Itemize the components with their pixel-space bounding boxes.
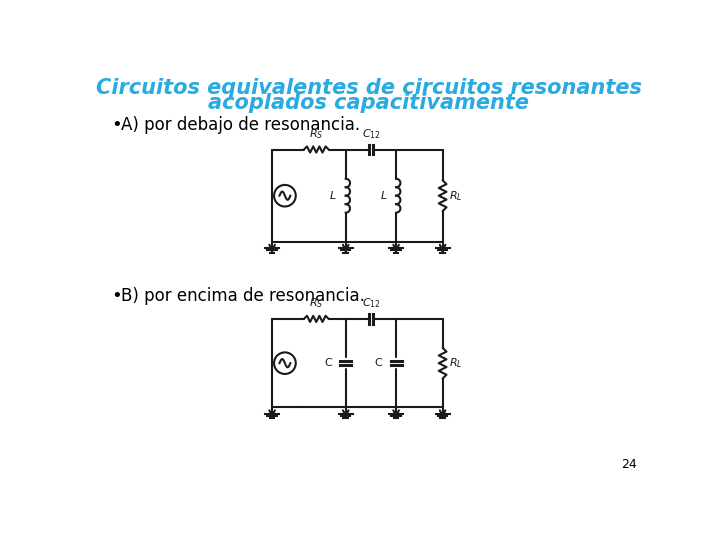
- Text: •: •: [112, 287, 122, 305]
- Text: •: •: [112, 116, 122, 134]
- Text: C: C: [324, 358, 332, 368]
- Text: B) por encima de resonancia.: B) por encima de resonancia.: [121, 287, 365, 305]
- Text: Circuitos equivalentes de circuitos resonantes: Circuitos equivalentes de circuitos reso…: [96, 78, 642, 98]
- Text: $R_S$: $R_S$: [309, 296, 323, 310]
- Text: $R_S$: $R_S$: [309, 127, 323, 141]
- Text: L: L: [330, 191, 336, 201]
- Text: L: L: [381, 191, 387, 201]
- Text: $R_L$: $R_L$: [449, 189, 462, 202]
- Text: 24: 24: [621, 458, 636, 471]
- Text: acoplados capacitivamente: acoplados capacitivamente: [209, 93, 529, 113]
- Text: C: C: [374, 358, 382, 368]
- Text: $C_{12}$: $C_{12}$: [361, 127, 380, 141]
- Text: A) por debajo de resonancia.: A) por debajo de resonancia.: [121, 116, 360, 134]
- Text: $R_L$: $R_L$: [449, 356, 462, 370]
- Text: $C_{12}$: $C_{12}$: [361, 296, 380, 310]
